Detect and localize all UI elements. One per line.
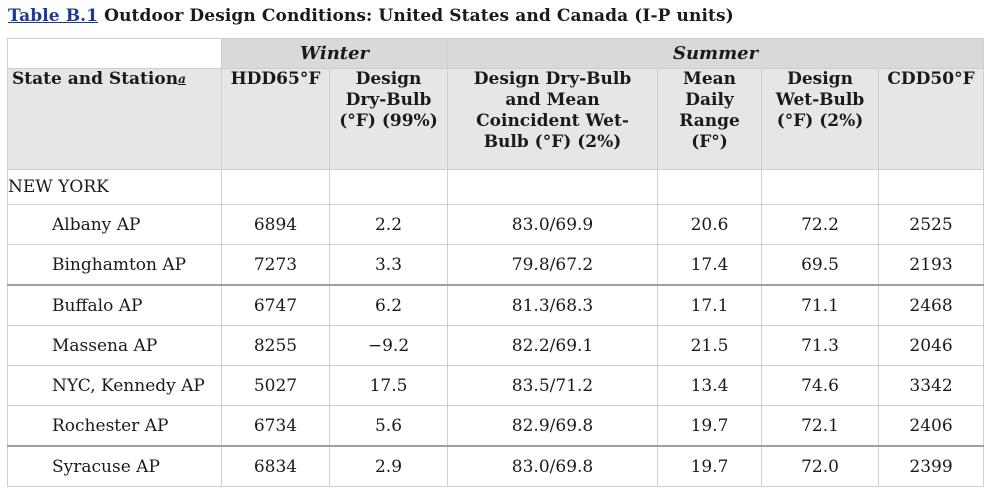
wet-bulb-cell: 74.6	[761, 365, 880, 406]
db-mcwb-cell: 83.0/69.9	[447, 204, 659, 245]
table-row: Binghamton AP 7273 3.3 79.8/67.2 17.4 69…	[7, 244, 985, 286]
empty-cell	[878, 169, 985, 205]
hdd-cell: 6834	[221, 445, 330, 487]
empty-cell	[221, 169, 330, 205]
db-mcwb-cell: 83.5/71.2	[447, 365, 659, 406]
table-reference-link[interactable]: Table B.1	[8, 6, 99, 26]
group-header-row: Winter Summer	[7, 38, 985, 69]
mean-range-cell: 21.5	[657, 325, 763, 366]
state-row: NEW YORK	[7, 169, 985, 205]
winter-dry-bulb-cell: −9.2	[328, 325, 449, 366]
station-cell: Albany AP	[7, 204, 222, 245]
wet-bulb-cell: 72.0	[761, 445, 880, 487]
header-line: Daily	[685, 90, 734, 110]
cdd-cell: 2525	[878, 204, 985, 245]
db-mcwb-cell: 82.2/69.1	[447, 325, 659, 366]
wet-bulb-cell: 72.2	[761, 204, 880, 245]
hdd-cell: 8255	[221, 325, 330, 366]
empty-cell	[447, 169, 659, 205]
hdd-cell: 5027	[221, 365, 330, 406]
wet-bulb-cell: 69.5	[761, 244, 880, 286]
station-cell: Syracuse AP	[7, 445, 222, 487]
db-mcwb-cell: 81.3/68.3	[447, 284, 659, 326]
table-row: Massena AP 8255 −9.2 82.2/69.1 21.5 71.3…	[7, 325, 985, 366]
station-cell: Rochester AP	[7, 405, 222, 447]
mean-range-cell: 19.7	[657, 405, 763, 447]
table-row: Syracuse AP 6834 2.9 83.0/69.8 19.7 72.0…	[7, 445, 985, 487]
winter-dry-bulb-cell: 17.5	[328, 365, 449, 406]
empty-cell	[657, 169, 763, 205]
column-header-summer-wet-bulb: Design Wet-Bulb (°F) (2%)	[761, 68, 880, 170]
mean-range-cell: 20.6	[657, 204, 763, 245]
db-mcwb-cell: 83.0/69.8	[447, 445, 659, 487]
hdd-cell: 6734	[221, 405, 330, 447]
table-row: Buffalo AP 6747 6.2 81.3/68.3 17.1 71.1 …	[7, 284, 985, 326]
header-line: and Mean	[505, 90, 600, 110]
cdd-cell: 3342	[878, 365, 985, 406]
header-line: Coincident Wet-	[476, 111, 629, 131]
cdd-cell: 2468	[878, 284, 985, 326]
station-footnote-link[interactable]: a	[178, 72, 186, 86]
header-line: (°F) (99%)	[339, 111, 438, 131]
group-header-blank	[7, 38, 222, 69]
wet-bulb-cell: 71.1	[761, 284, 880, 326]
column-header-mean-daily-range: Mean Daily Range (F°)	[657, 68, 763, 170]
cdd-cell: 2193	[878, 244, 985, 286]
station-header-text: State and Station	[12, 69, 179, 90]
hdd-cell: 6894	[221, 204, 330, 245]
header-line: Dry-Bulb	[345, 90, 432, 110]
mean-range-cell: 19.7	[657, 445, 763, 487]
header-line: Bulb (°F) (2%)	[483, 132, 622, 152]
mean-range-cell: 17.1	[657, 284, 763, 326]
winter-dry-bulb-cell: 6.2	[328, 284, 449, 326]
winter-dry-bulb-cell: 3.3	[328, 244, 449, 286]
header-line: Design Dry-Bulb	[473, 69, 632, 90]
header-line: Wet-Bulb	[775, 90, 865, 110]
station-cell: NYC, Kennedy AP	[7, 365, 222, 406]
hdd-cell: 6747	[221, 284, 330, 326]
winter-dry-bulb-cell: 2.2	[328, 204, 449, 245]
empty-cell	[328, 169, 449, 205]
db-mcwb-cell: 82.9/69.8	[447, 405, 659, 447]
wet-bulb-cell: 71.3	[761, 325, 880, 366]
header-line: Range	[679, 111, 740, 131]
cdd-cell: 2046	[878, 325, 985, 366]
table-row: Rochester AP 6734 5.6 82.9/69.8 19.7 72.…	[7, 405, 985, 447]
column-header-cdd: CDD50°F	[878, 68, 985, 170]
column-header-summer-db-mcwb: Design Dry-Bulb and Mean Coincident Wet-…	[447, 68, 659, 170]
header-line: Mean	[683, 69, 737, 90]
design-conditions-table: Winter Summer State and Stationa HDD65°F…	[7, 38, 985, 487]
header-line: (F°)	[691, 132, 728, 152]
mean-range-cell: 17.4	[657, 244, 763, 286]
table-title: Outdoor Design Conditions: United States…	[104, 6, 734, 26]
header-line: (°F) (2%)	[776, 111, 864, 131]
station-cell: Massena AP	[7, 325, 222, 366]
cdd-cell: 2399	[878, 445, 985, 487]
state-name: NEW YORK	[7, 169, 222, 205]
column-header-winter-dry-bulb: Design Dry-Bulb (°F) (99%)	[328, 68, 449, 170]
column-header-hdd: HDD65°F	[221, 68, 330, 170]
mean-range-cell: 13.4	[657, 365, 763, 406]
winter-dry-bulb-cell: 2.9	[328, 445, 449, 487]
hdd-cell: 7273	[221, 244, 330, 286]
table-caption: Table B.1 Outdoor Design Conditions: Uni…	[8, 6, 734, 26]
wet-bulb-cell: 72.1	[761, 405, 880, 447]
table-row: NYC, Kennedy AP 5027 17.5 83.5/71.2 13.4…	[7, 365, 985, 406]
db-mcwb-cell: 79.8/67.2	[447, 244, 659, 286]
group-header-winter: Winter	[220, 38, 449, 69]
column-header-station: State and Stationa	[7, 68, 222, 170]
table-row: Albany AP 6894 2.2 83.0/69.9 20.6 72.2 2…	[7, 204, 985, 245]
cdd-cell: 2406	[878, 405, 985, 447]
station-cell: Binghamton AP	[7, 244, 222, 286]
group-header-summer: Summer	[447, 38, 985, 69]
column-header-row: State and Stationa HDD65°F Design Dry-Bu…	[7, 68, 985, 170]
header-line: Design	[787, 69, 853, 90]
empty-cell	[761, 169, 880, 205]
header-line: Design	[355, 69, 422, 90]
station-cell: Buffalo AP	[7, 284, 222, 326]
winter-dry-bulb-cell: 5.6	[328, 405, 449, 447]
